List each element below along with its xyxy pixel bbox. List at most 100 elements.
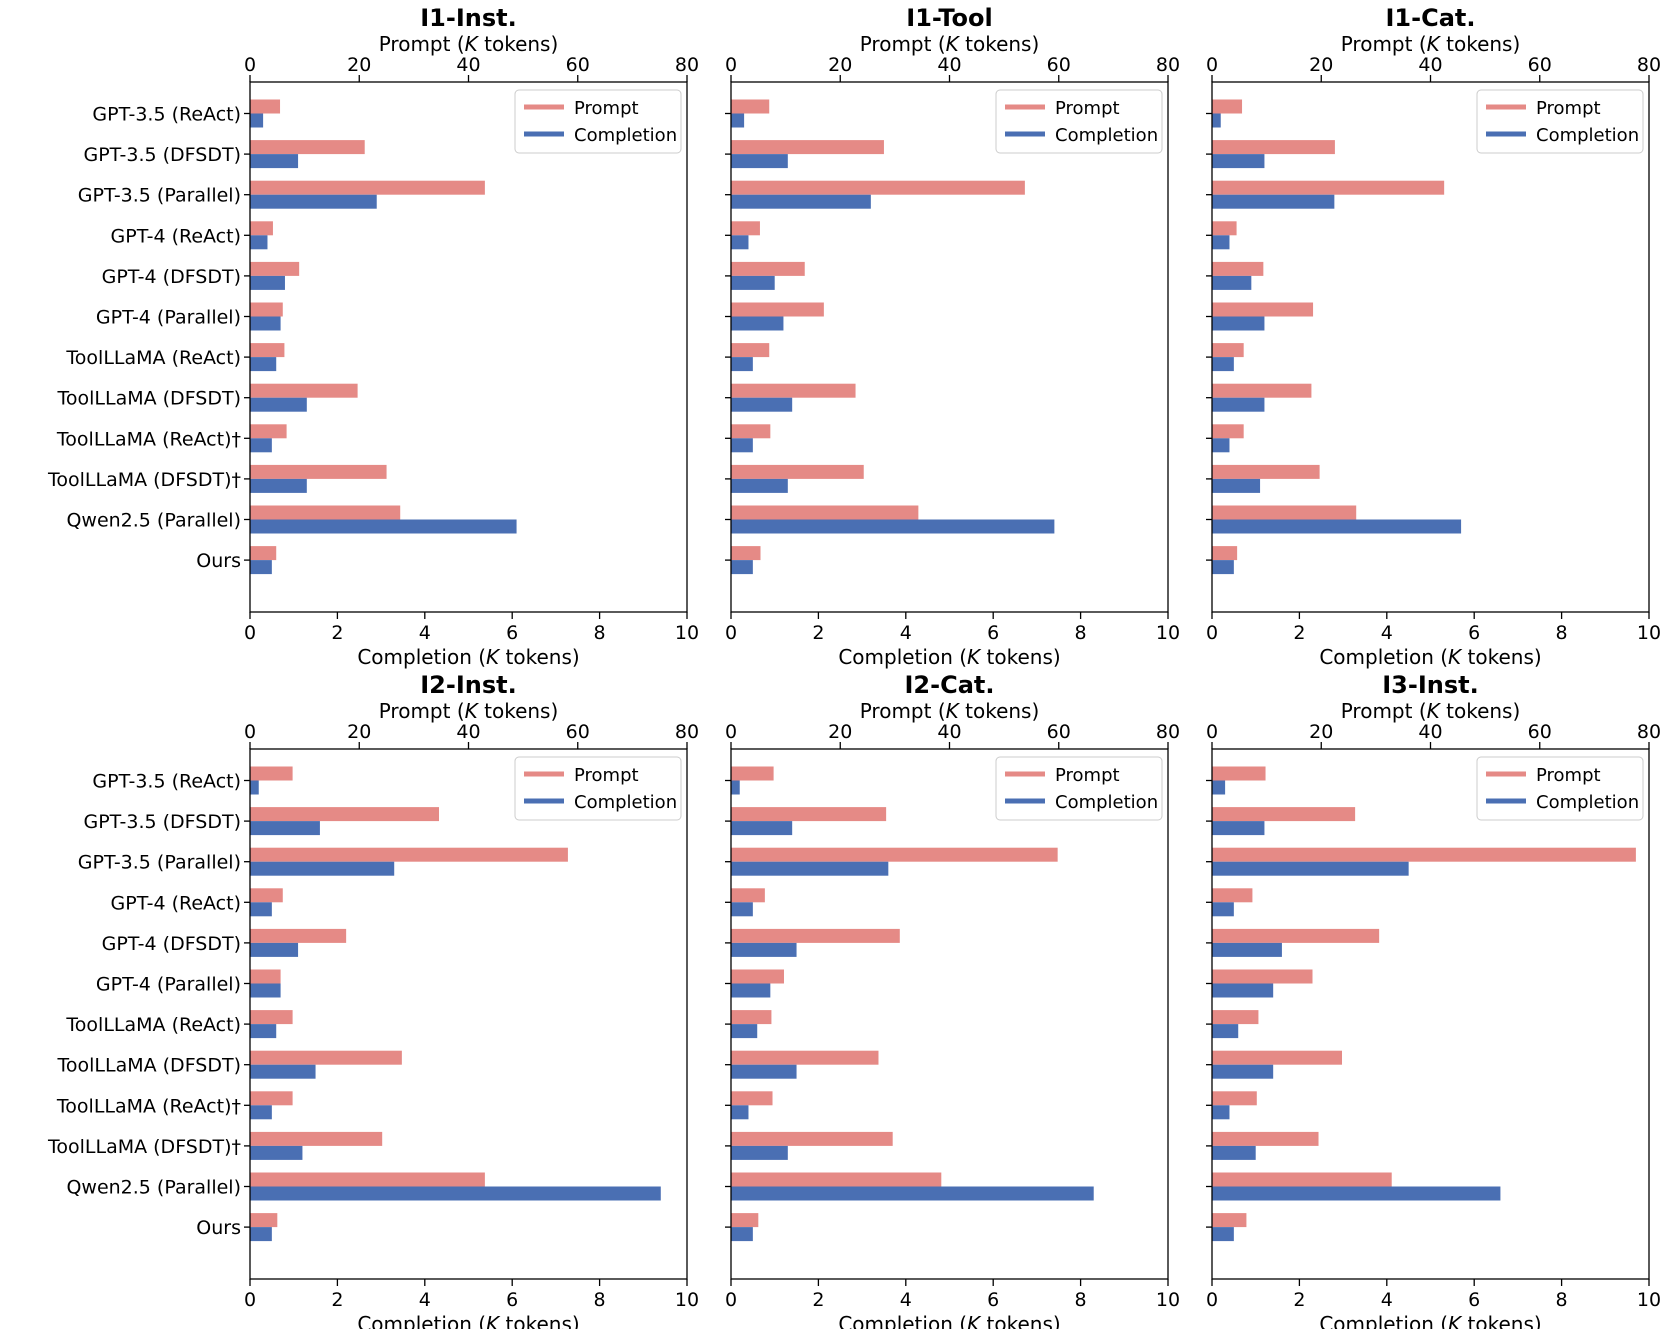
top-tick-label: 0 xyxy=(725,54,737,76)
legend-label: Completion xyxy=(1536,792,1639,813)
prompt-bar xyxy=(731,261,805,276)
completion-bar xyxy=(731,275,775,290)
completion-bar xyxy=(1212,861,1409,876)
completion-bar xyxy=(1212,1024,1239,1039)
bottom-tick-label: 8 xyxy=(1075,622,1087,644)
prompt-bar xyxy=(731,302,824,317)
category-label: GPT-3.5 (Parallel) xyxy=(78,852,241,874)
top-axis-label-suffix: tokens) xyxy=(959,699,1040,723)
completion-bar xyxy=(731,1227,753,1242)
prompt-bar xyxy=(250,847,568,862)
prompt-bar xyxy=(731,140,884,155)
bottom-axis-label-suffix: tokens) xyxy=(1461,1312,1542,1329)
bottom-axis-label-suffix: tokens) xyxy=(1461,645,1542,669)
prompt-bar xyxy=(731,221,760,236)
chart-title: I1-Tool xyxy=(906,4,992,32)
category-label: ToolLLaMA (DFSDT) xyxy=(57,1055,242,1077)
chart-title: I1-Inst. xyxy=(420,4,516,32)
prompt-bar xyxy=(1212,766,1266,781)
top-tick-label: 80 xyxy=(1156,54,1180,76)
top-axis-label-prefix: Prompt ( xyxy=(1341,699,1427,723)
bottom-tick-label: 2 xyxy=(331,1289,343,1311)
top-axis-label: Prompt (K tokens) xyxy=(379,699,559,723)
bottom-tick-label: 0 xyxy=(244,622,256,644)
bottom-tick-label: 8 xyxy=(594,1289,606,1311)
completion-bar xyxy=(1212,1227,1234,1242)
bottom-axis-label: Completion (K tokens) xyxy=(357,1312,579,1329)
prompt-bar xyxy=(731,180,1025,195)
completion-bar xyxy=(731,194,871,209)
category-label: GPT-3.5 (ReAct) xyxy=(92,771,241,793)
completion-bar xyxy=(250,1145,303,1160)
completion-bar xyxy=(250,902,272,917)
chart-title: I3-Inst. xyxy=(1382,671,1478,699)
prompt-bar xyxy=(1212,888,1253,903)
category-label: Qwen2.5 (Parallel) xyxy=(66,510,241,532)
completion-bar xyxy=(250,983,281,998)
bottom-axis-label: Completion (K tokens) xyxy=(1319,1312,1541,1329)
top-tick-label: 20 xyxy=(1309,721,1333,743)
top-tick-label: 0 xyxy=(1206,721,1218,743)
bottom-tick-label: 6 xyxy=(1468,622,1480,644)
prompt-bar xyxy=(250,343,285,358)
bottom-tick-label: 2 xyxy=(812,1289,824,1311)
completion-bar xyxy=(1212,275,1252,290)
top-axis-label-unit: K xyxy=(465,699,480,723)
prompt-bar xyxy=(1212,505,1357,520)
top-axis-label-suffix: tokens) xyxy=(1440,32,1521,56)
bottom-axis-label-unit: K xyxy=(1448,645,1463,669)
prompt-bar xyxy=(250,140,365,155)
legend: Prompt Completion xyxy=(995,89,1163,154)
bottom-tick-label: 6 xyxy=(1468,1289,1480,1311)
prompt-bar xyxy=(250,546,277,561)
top-axis-label: Prompt (K tokens) xyxy=(860,699,1040,723)
bottom-axis-label-suffix: tokens) xyxy=(980,645,1061,669)
category-label: GPT-4 (ReAct) xyxy=(111,892,241,914)
top-axis-label-unit: K xyxy=(946,32,961,56)
top-axis-label-prefix: Prompt ( xyxy=(379,699,465,723)
bottom-axis-label-unit: K xyxy=(486,1312,501,1329)
prompt-bar xyxy=(1212,546,1238,561)
bottom-axis-label-suffix: tokens) xyxy=(499,645,580,669)
bottom-axis-label: Completion (K tokens) xyxy=(838,1312,1060,1329)
bottom-axis-label-unit: K xyxy=(967,1312,982,1329)
prompt-bar xyxy=(250,1091,293,1106)
prompt-bar xyxy=(250,1172,485,1187)
prompt-bar xyxy=(250,1050,402,1065)
prompt-bar xyxy=(731,1213,759,1228)
top-tick-label: 60 xyxy=(566,721,590,743)
completion-bar xyxy=(1212,902,1234,917)
prompt-bar xyxy=(250,99,281,114)
completion-bar xyxy=(250,861,395,876)
category-label: GPT-3.5 (Parallel) xyxy=(78,185,241,207)
legend-label: Prompt xyxy=(574,98,639,119)
category-label: ToolLLaMA (DFSDT)† xyxy=(47,469,241,491)
chart-panel: I1-Cat.Prompt (K tokens)Completion (K to… xyxy=(1206,4,1661,669)
bottom-axis-label-unit: K xyxy=(967,645,982,669)
bottom-axis-label-prefix: Completion ( xyxy=(838,1312,967,1329)
bottom-axis-label: Completion (K tokens) xyxy=(838,645,1060,669)
bottom-tick-label: 0 xyxy=(1206,1289,1218,1311)
prompt-bar xyxy=(731,1172,942,1187)
prompt-bar xyxy=(1212,928,1380,943)
prompt-bar xyxy=(1212,1010,1259,1025)
completion-bar xyxy=(250,780,259,795)
bottom-axis-label-prefix: Completion ( xyxy=(1319,645,1448,669)
completion-bar xyxy=(1212,1145,1256,1160)
prompt-bar xyxy=(731,1050,879,1065)
completion-bar xyxy=(731,235,749,250)
completion-bar xyxy=(1212,478,1261,493)
completion-bar xyxy=(250,113,264,128)
top-tick-label: 20 xyxy=(347,721,371,743)
bottom-tick-label: 0 xyxy=(725,1289,737,1311)
top-tick-label: 40 xyxy=(937,54,961,76)
prompt-bar xyxy=(731,1091,773,1106)
plot-frame xyxy=(249,748,688,1280)
prompt-bar xyxy=(250,505,401,520)
prompt-bar xyxy=(250,302,283,317)
legend: Prompt Completion xyxy=(1476,89,1644,154)
completion-bar xyxy=(250,316,281,331)
bottom-tick-label: 10 xyxy=(675,1289,699,1311)
completion-bar xyxy=(731,438,753,453)
